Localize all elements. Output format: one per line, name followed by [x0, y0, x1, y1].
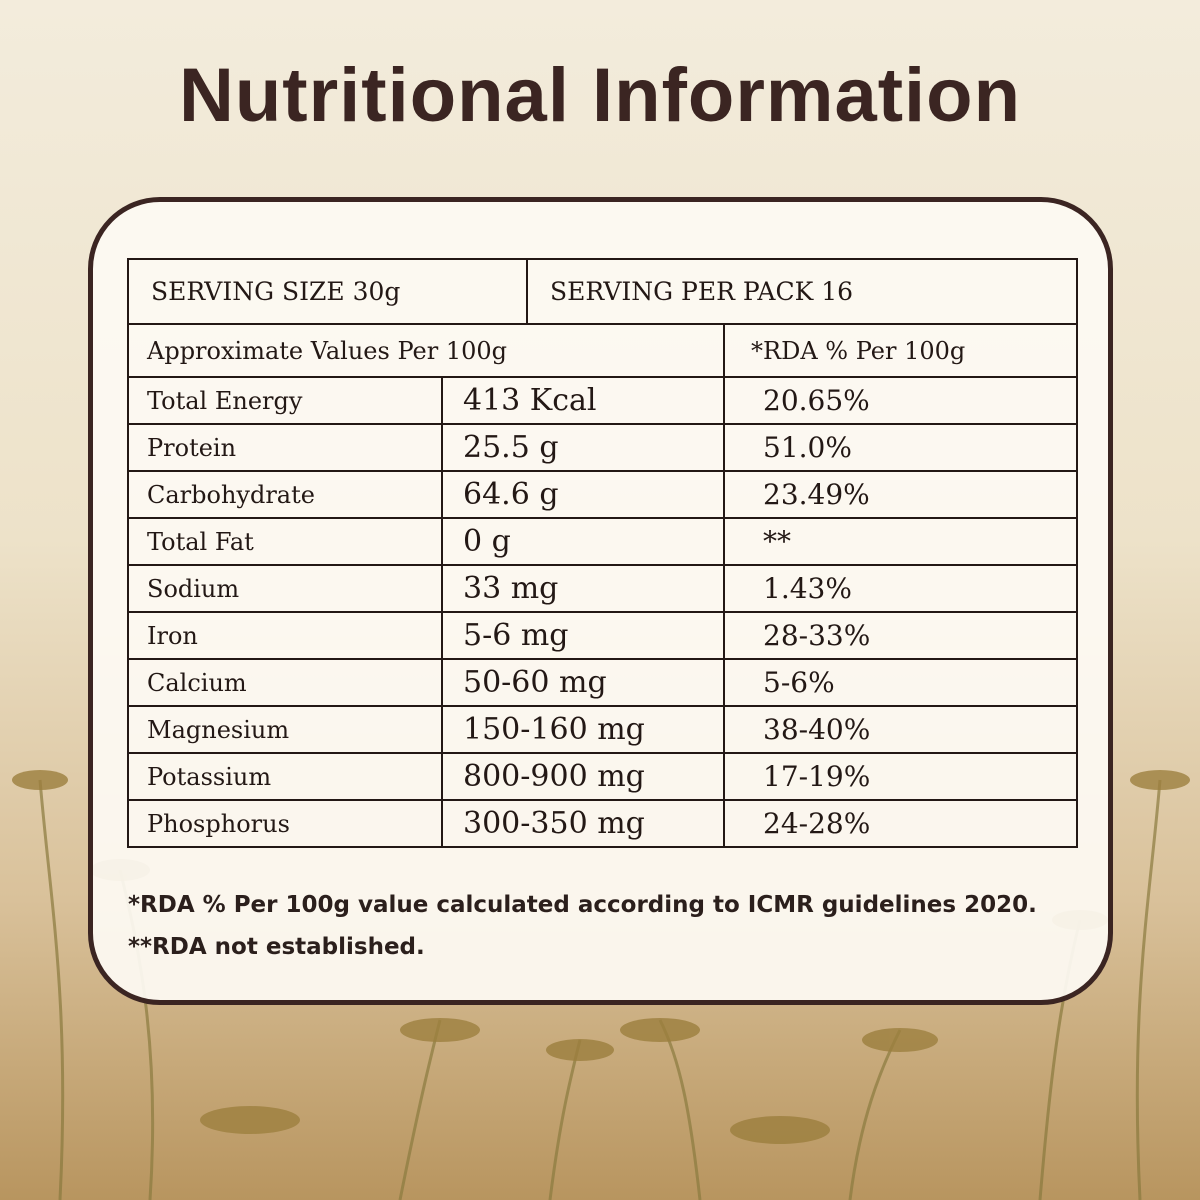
servings-per-pack: SERVING PER PACK 16 — [526, 258, 1079, 325]
nutrient-amount: 5-6 mg — [440, 611, 726, 660]
footnote: **RDA not established. — [128, 934, 425, 960]
nutrient-amount: 25.5 g — [440, 423, 726, 472]
nutrient-row: Iron 5-6 mg 28-33% — [127, 611, 1079, 660]
nutrient-row: Sodium 33 mg 1.43% — [127, 564, 1079, 613]
nutrient-amount: 800-900 mg — [440, 752, 726, 801]
nutrient-name: Potassium — [127, 752, 443, 801]
nutrient-amount: 33 mg — [440, 564, 726, 613]
nutrient-row: Calcium 50-60 mg 5-6% — [127, 658, 1079, 707]
nutrient-amount: 300-350 mg — [440, 799, 726, 848]
nutrient-rda: 51.0% — [723, 423, 1079, 472]
nutrient-row: Total Energy 413 Kcal 20.65% — [127, 376, 1079, 425]
serving-row: SERVING SIZE 30g SERVING PER PACK 16 — [126, 258, 1079, 325]
nutrient-name: Sodium — [127, 564, 443, 613]
nutrient-rda: 17-19% — [723, 752, 1079, 801]
nutrient-rda: 38-40% — [723, 705, 1079, 754]
nutrient-rda: 5-6% — [723, 658, 1079, 707]
nutrient-rda: 1.43% — [723, 564, 1079, 613]
nutrient-amount: 50-60 mg — [440, 658, 726, 707]
nutrient-row: Phosphorus 300-350 mg 24-28% — [127, 799, 1079, 848]
nutrient-rda: ** — [723, 517, 1079, 566]
footnote: *RDA % Per 100g value calculated accordi… — [128, 892, 1037, 918]
serving-size: SERVING SIZE 30g — [126, 258, 529, 325]
nutrient-row: Protein 25.5 g 51.0% — [127, 423, 1079, 472]
nutrient-rda: 28-33% — [723, 611, 1079, 660]
nutrient-amount: 64.6 g — [440, 470, 726, 519]
page-title: Nutritional Information — [178, 53, 1022, 138]
nutrient-name: Phosphorus — [127, 799, 443, 848]
header-row: Approximate Values Per 100g *RDA % Per 1… — [126, 323, 1079, 378]
nutrient-name: Protein — [127, 423, 443, 472]
header-cell: Approximate Values Per 100g — [126, 323, 726, 378]
nutrient-amount: 0 g — [440, 517, 726, 566]
nutrient-amount: 150-160 mg — [440, 705, 726, 754]
nutrient-rda: 24-28% — [723, 799, 1079, 848]
nutrient-name: Carbohydrate — [127, 470, 443, 519]
nutrient-row: Potassium 800-900 mg 17-19% — [127, 752, 1079, 801]
nutrient-row: Carbohydrate 64.6 g 23.49% — [127, 470, 1079, 519]
nutrient-name: Magnesium — [127, 705, 443, 754]
nutrient-row: Total Fat 0 g ** — [127, 517, 1079, 566]
nutrient-name: Total Energy — [127, 376, 443, 425]
nutrient-amount: 413 Kcal — [440, 376, 726, 425]
nutrition-table: SERVING SIZE 30g SERVING PER PACK 16 App… — [126, 258, 1079, 848]
nutrient-name: Calcium — [127, 658, 443, 707]
nutrient-row: Magnesium 150-160 mg 38-40% — [127, 705, 1079, 754]
header-cell: *RDA % Per 100g — [723, 323, 1079, 378]
nutrient-name: Iron — [127, 611, 443, 660]
nutrient-rda: 23.49% — [723, 470, 1079, 519]
nutrient-name: Total Fat — [127, 517, 443, 566]
nutrient-rda: 20.65% — [723, 376, 1079, 425]
